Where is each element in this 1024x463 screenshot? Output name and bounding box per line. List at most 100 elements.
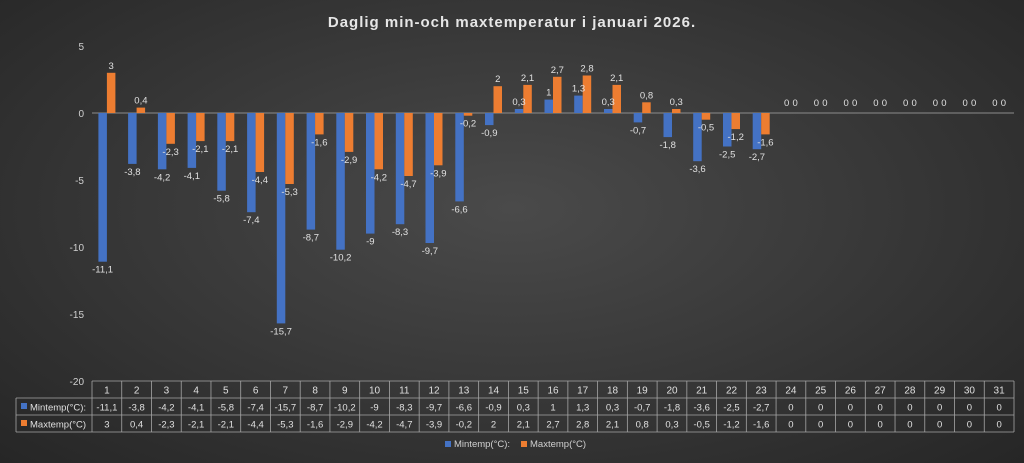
bar-min [693, 113, 702, 162]
x-tick-label: 22 [726, 386, 738, 397]
table-cell: -4,2 [366, 420, 382, 431]
bar-min [157, 113, 167, 170]
bar-max [344, 113, 354, 152]
bar-min [514, 109, 524, 113]
bar-min [752, 113, 762, 150]
table-cell: 0 [818, 420, 823, 431]
bar-min [306, 113, 316, 230]
bar-max [315, 113, 324, 135]
bar-min [485, 113, 494, 126]
bar-max [701, 113, 711, 120]
table-cell: 0,3 [665, 420, 678, 431]
bar-min [544, 99, 553, 113]
table-cell: -4,7 [396, 420, 412, 431]
bar-min [128, 113, 137, 164]
table-cell: -0,7 [634, 403, 650, 414]
table-cell: 0 [848, 420, 853, 431]
bar-max [553, 76, 562, 113]
data-label-min: 0,3 [602, 97, 615, 108]
table-cell: -4,2 [158, 403, 174, 414]
data-label-min: 1,3 [572, 84, 585, 95]
table-cell: 0 [848, 403, 853, 414]
y-tick-label: -10 [70, 243, 85, 254]
table-cell: 2,7 [546, 420, 559, 431]
table-cell: 0 [996, 403, 1001, 414]
table-cell: -9 [370, 403, 378, 414]
table-cell: 0 [937, 403, 942, 414]
data-label-min: -0,7 [630, 125, 646, 136]
data-label-max: -1,6 [311, 137, 327, 148]
data-label-max: 0 [822, 98, 827, 109]
bar-min [574, 95, 583, 113]
table-cell: 2,1 [517, 420, 530, 431]
bar-max [166, 113, 175, 144]
table-cell: 0,4 [130, 420, 143, 431]
x-tick-label: 26 [845, 386, 857, 397]
table-cell: -5,8 [218, 403, 234, 414]
bar-min [276, 113, 286, 324]
x-tick-label: 5 [223, 386, 229, 397]
y-axis: 5 0 -5 -10 -15 -20 [70, 42, 1014, 388]
table-cell: 0 [788, 420, 793, 431]
bar-max [404, 113, 413, 176]
bar-max [642, 102, 651, 113]
data-label-min: -10,2 [330, 253, 352, 264]
x-tick-label: 3 [164, 386, 170, 397]
x-tick-label: 11 [399, 386, 410, 397]
data-label-max: 0,3 [670, 97, 683, 108]
table-cell: 0 [907, 403, 912, 414]
bar-min [247, 113, 256, 213]
x-tick-label: 29 [934, 386, 946, 397]
y-tick-label: -15 [70, 310, 85, 321]
data-label-max: 2,1 [610, 73, 623, 84]
bar-min [723, 113, 732, 147]
bars [98, 72, 770, 324]
table-cell: -0,9 [485, 403, 501, 414]
data-label-max: -1,6 [757, 137, 773, 148]
data-label-min: -4,2 [154, 172, 170, 183]
x-tick-label: 1 [104, 386, 110, 397]
data-label-min: 0 [962, 98, 967, 109]
table-cell: 0 [788, 403, 793, 414]
bar-max [196, 113, 205, 142]
bar-min [604, 109, 613, 113]
table-legend-key [21, 420, 27, 426]
x-tick-label: 17 [577, 386, 589, 397]
table-cell: -8,3 [396, 403, 412, 414]
table-series-name: Maxtemp(°C) [30, 420, 86, 431]
data-label-max: -2,9 [341, 155, 357, 166]
bar-min [187, 113, 197, 168]
table-cell: 0,3 [517, 403, 530, 414]
data-label-max: -2,1 [192, 144, 208, 155]
bar-min [633, 113, 643, 123]
table-cell: 2,8 [576, 420, 589, 431]
table-cell: -7,4 [247, 403, 263, 414]
table-cell: -2,3 [158, 420, 174, 431]
table-cell: -4,1 [188, 403, 204, 414]
table-cell: -2,5 [723, 403, 739, 414]
data-label-min: 0 [992, 98, 997, 109]
table-cell: -3,9 [426, 420, 442, 431]
x-tick-label: 2 [134, 386, 140, 397]
table-cell: 3 [104, 420, 109, 431]
table-cell: -3,8 [128, 403, 144, 414]
data-label-max: 0,8 [640, 90, 653, 101]
table-cell: 0,3 [606, 403, 619, 414]
x-tick-label: 8 [312, 386, 318, 397]
data-label-min: -0,9 [481, 128, 497, 139]
bar-min [336, 113, 345, 250]
bar-max [136, 107, 146, 113]
chart-title: Daglig min-och maxtemperatur i januari 2… [328, 14, 696, 31]
bar-min [366, 113, 375, 234]
data-label-min: 0,3 [512, 97, 525, 108]
table-cell: 0 [818, 403, 823, 414]
x-tick-label: 30 [964, 386, 976, 397]
table-cell: -9,7 [426, 403, 442, 414]
x-tick-label: 28 [904, 386, 916, 397]
table-cell: 0 [878, 420, 883, 431]
x-tick-label: 21 [696, 386, 708, 397]
data-label-min: -3,6 [689, 164, 705, 175]
table-cell: 0 [996, 420, 1001, 431]
bar-max [285, 113, 294, 184]
